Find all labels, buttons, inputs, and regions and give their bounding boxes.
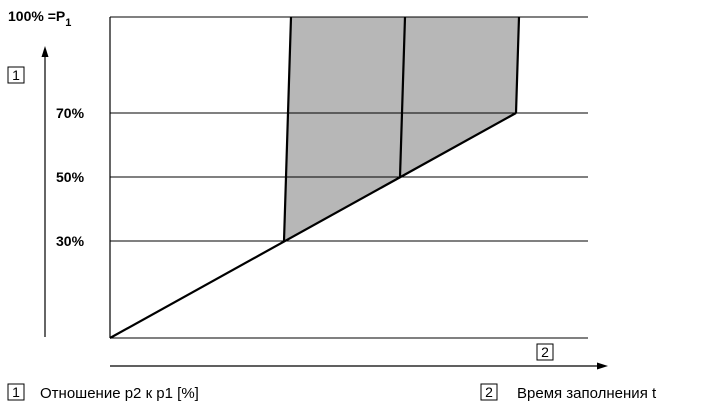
x-axis-arrowhead bbox=[597, 362, 608, 370]
tick-label-30: 30% bbox=[56, 233, 85, 249]
boundary-50 bbox=[398, 16, 407, 178]
y-axis-arrowhead bbox=[41, 46, 49, 57]
tick-label-100: 100% =P1 bbox=[8, 8, 71, 29]
legend-1-text: Отношение p2 к p1 [%] bbox=[40, 385, 199, 402]
y-axis-marker-number: 1 bbox=[12, 67, 20, 83]
legend-2-box bbox=[480, 383, 498, 401]
tick-label-70: 70% bbox=[56, 105, 85, 121]
legend-2-number: 2 bbox=[485, 384, 493, 400]
y-axis-marker-box bbox=[7, 66, 25, 84]
pressure-ramp-line bbox=[109, 112, 517, 339]
x-axis-marker-number: 2 bbox=[541, 344, 549, 360]
fill-region-low bbox=[284, 17, 405, 241]
boundary-30 bbox=[282, 16, 293, 242]
legend-2-text: Время заполнения t bbox=[517, 385, 657, 402]
boundary-70 bbox=[514, 16, 521, 114]
x-axis-marker-box bbox=[536, 343, 554, 361]
tick-label-50: 50% bbox=[56, 169, 85, 185]
legend-1-number: 1 bbox=[12, 384, 20, 400]
legend-1-box bbox=[7, 383, 25, 401]
fill-region-high bbox=[400, 17, 519, 177]
